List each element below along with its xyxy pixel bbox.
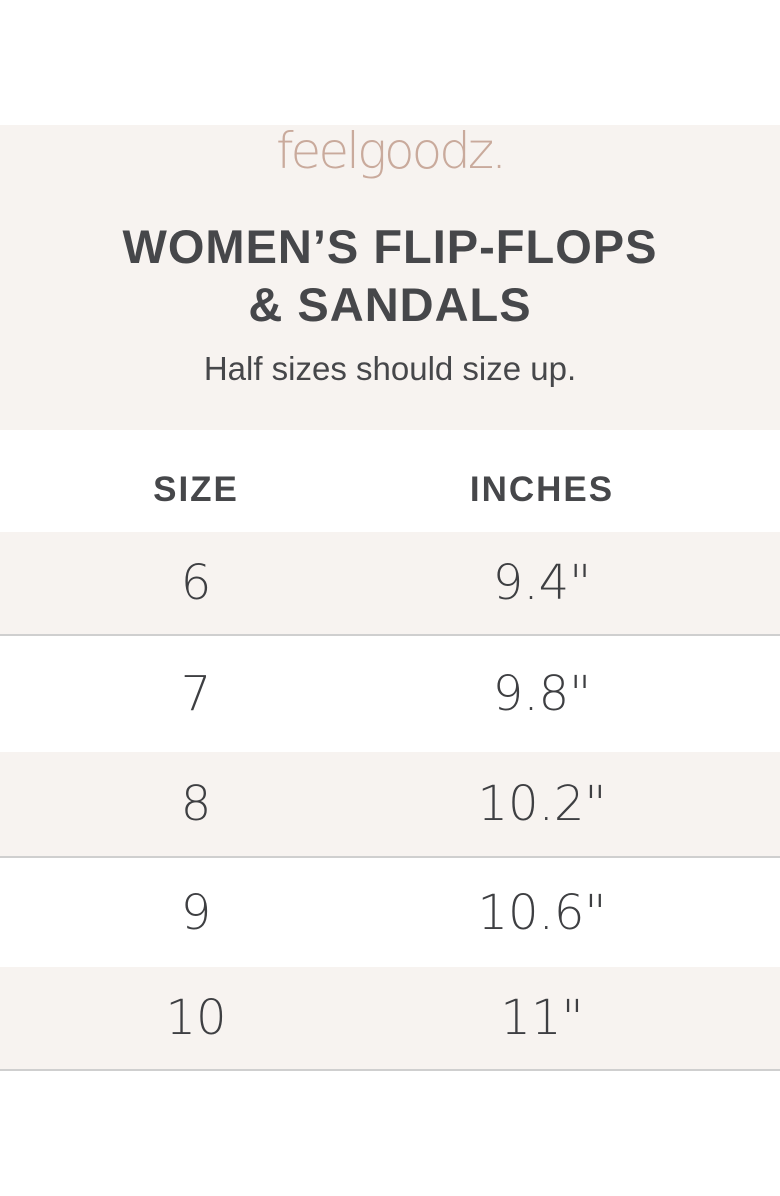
title-line-1: WOMEN’S FLIP-FLOPS [122, 220, 658, 273]
inches-cell: 11" [500, 990, 584, 1046]
table-row: 10 11" [0, 967, 780, 1071]
table-row: 7 9.8" [0, 636, 780, 752]
inches-cell: 9.8" [492, 666, 592, 722]
title-line-2: & SANDALS [248, 278, 532, 331]
table-row: 8 10.2" [0, 752, 780, 858]
size-cell: 9 [180, 884, 212, 941]
header-band [0, 125, 780, 430]
column-header-inches: INCHES [469, 470, 615, 509]
brand-logo: feelgoodz. [275, 122, 507, 180]
subtitle: Half sizes should size up. [203, 350, 577, 387]
inches-cell: 9.4" [492, 555, 592, 611]
page-title: WOMEN’S FLIP-FLOPS & SANDALS [0, 218, 780, 334]
inches-cell: 10.6" [477, 884, 607, 941]
column-header-size: SIZE [153, 470, 239, 509]
size-cell: 7 [180, 666, 212, 722]
size-cell: 6 [180, 555, 212, 611]
size-cell: 10 [165, 990, 227, 1046]
inches-cell: 10.2" [477, 776, 607, 832]
size-cell: 8 [180, 776, 212, 832]
table-row: 6 9.4" [0, 532, 780, 636]
table-row: 9 10.6" [0, 858, 780, 967]
